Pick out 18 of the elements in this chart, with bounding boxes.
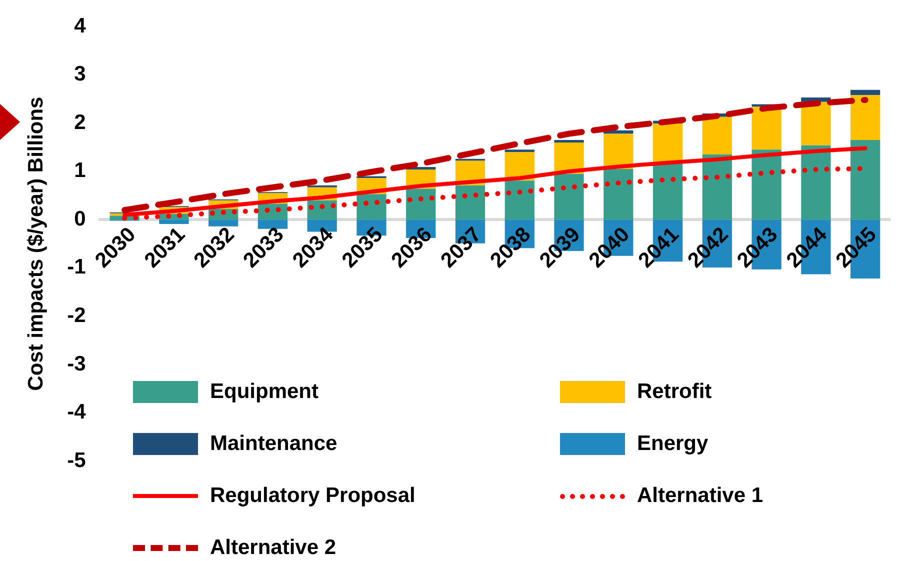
- y-tick-label: 1: [74, 159, 86, 182]
- legend-label: Retrofit: [637, 380, 712, 404]
- legend-label: Equipment: [210, 380, 318, 404]
- legend-label: Energy: [637, 432, 708, 456]
- y-tick-label: -3: [67, 352, 86, 376]
- legend-label: Maintenance: [210, 432, 338, 456]
- y-tick-label: -1: [67, 256, 86, 279]
- y-tick-label: 3: [74, 62, 86, 86]
- legend-label: Alternative 1: [637, 484, 764, 508]
- legend-label: Alternative 2: [210, 536, 336, 560]
- y-tick-label: 4: [74, 14, 86, 38]
- y-tick-label: -2: [67, 304, 86, 327]
- y-axis-title: Cost impacts ($/year) Billions: [24, 96, 48, 391]
- y-tick-label: 2: [74, 110, 86, 134]
- y-tick-label: 0: [74, 207, 86, 230]
- y-tick-label: -4: [67, 400, 86, 424]
- y-tick-label: -5: [67, 448, 86, 472]
- legend-label: Regulatory Proposal: [210, 484, 416, 508]
